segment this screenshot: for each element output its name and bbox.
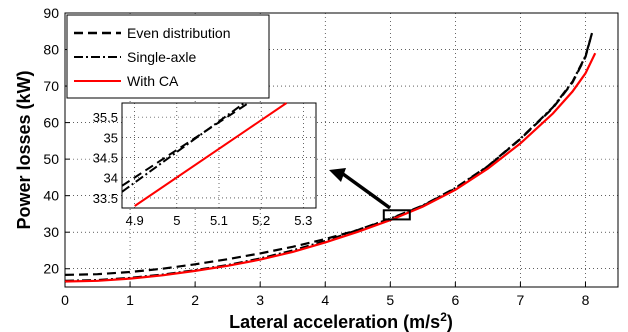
x-tick-label: 8 [582,292,590,308]
legend-label-even: Even distribution [127,25,231,41]
legend-label-ca: With CA [127,73,179,89]
inset-x-tick-label: 5 [173,213,180,228]
x-tick-label: 5 [386,292,394,308]
zoom-arrow [341,172,392,210]
arrow-head [329,168,346,182]
inset-y-tick-label: 34 [104,171,118,186]
inset-x-tick-label: 5.1 [210,213,228,228]
y-tick-label: 40 [43,188,59,204]
series-layer [64,32,597,283]
y-tick-label: 30 [43,224,59,240]
x-tick-label: 3 [256,292,264,308]
series-line-0 [64,32,594,276]
inset-x-tick-label: 5.2 [252,213,270,228]
series-line-2 [64,52,597,283]
y-tick-label: 80 [43,42,59,58]
zoom-box [382,209,411,221]
y-axis-label: Power losses (kW) [14,70,34,229]
x-tick-label: 7 [517,292,525,308]
inset-series-layer [121,102,288,207]
y-tick-label: 60 [43,115,59,131]
x-axis-label: Lateral acceleration (m/s2) [229,310,453,332]
inset-x-tick-label: 4.9 [126,213,144,228]
inset-series-line-0 [121,102,250,187]
legend-box [66,14,270,99]
inset-grid-lines [122,103,316,208]
inset-axis-ticks: 4.9 5 5.1 5.2 5.3 33.5 34 34.5 35 35.5 [93,110,313,228]
inset-x-tick-label: 5.3 [294,213,312,228]
y-tick-label: 70 [43,78,59,94]
y-tick-label: 50 [43,151,59,167]
x-tick-label: 0 [61,292,69,308]
legend-label-single: Single-axle [127,49,196,65]
inset-series-line-1 [121,102,245,193]
inset-series-line-2 [134,102,288,207]
inset-y-tick-label: 34.5 [93,151,118,166]
inset-y-tick-label: 33.5 [93,191,118,206]
y-tick-label: 90 [43,5,59,21]
y-tick-label: 20 [43,261,59,277]
x-tick-label: 6 [451,292,459,308]
legend: Even distribution Single-axle With CA [66,14,270,99]
x-tick-label: 2 [191,292,199,308]
inset-y-tick-label: 35.5 [93,110,118,125]
x-tick-label: 4 [321,292,329,308]
x-tick-label: 1 [126,292,134,308]
inset-y-tick-label: 35 [104,130,118,145]
